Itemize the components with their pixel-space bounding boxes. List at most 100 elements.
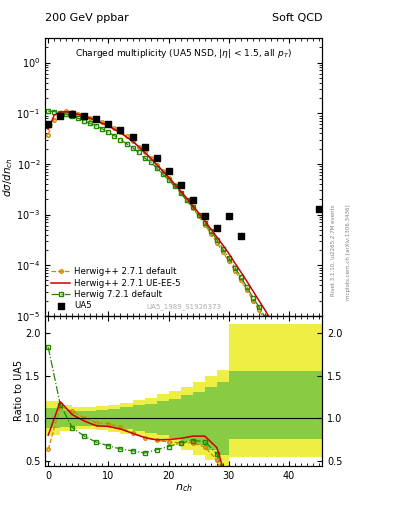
Herwig++ 2.7.1 default: [269, 327, 274, 333]
Herwig 7.2.1 default: [76, 115, 81, 121]
Herwig++ 2.7.1 default: [220, 249, 225, 255]
Herwig++ 2.7.1 default: [263, 317, 267, 324]
Herwig++ 2.7.1 UE-EE-5: [251, 288, 255, 294]
Herwig++ 2.7.1 UE-EE-5: [100, 120, 105, 126]
UA5: [178, 181, 184, 189]
Herwig++ 2.7.1 UE-EE-5: [178, 188, 183, 194]
Herwig 7.2.1 default: [88, 120, 93, 126]
Line: Herwig++ 2.7.1 default: Herwig++ 2.7.1 default: [46, 110, 291, 365]
Text: UA5_1989_S1926373: UA5_1989_S1926373: [146, 304, 221, 310]
Herwig++ 2.7.1 UE-EE-5: [190, 203, 195, 209]
UA5: [154, 154, 160, 162]
Herwig++ 2.7.1 default: [142, 149, 147, 155]
Herwig++ 2.7.1 default: [100, 119, 105, 125]
Herwig++ 2.7.1 UE-EE-5: [220, 242, 225, 248]
UA5: [93, 115, 99, 123]
Herwig++ 2.7.1 UE-EE-5: [196, 210, 201, 216]
UA5: [118, 126, 124, 134]
Herwig 7.2.1 default: [244, 284, 249, 290]
Text: Soft QCD: Soft QCD: [272, 13, 322, 23]
Herwig 7.2.1 default: [160, 171, 165, 177]
X-axis label: $n_{ch}$: $n_{ch}$: [175, 482, 193, 494]
UA5: [202, 211, 208, 220]
Herwig 7.2.1 default: [100, 126, 105, 132]
Herwig 7.2.1 default: [148, 159, 153, 165]
Herwig++ 2.7.1 default: [94, 117, 99, 123]
Herwig++ 2.7.1 default: [244, 287, 249, 293]
Herwig 7.2.1 default: [287, 356, 292, 362]
Herwig 7.2.1 default: [251, 294, 255, 301]
Herwig++ 2.7.1 UE-EE-5: [136, 143, 141, 150]
Herwig++ 2.7.1 default: [136, 143, 141, 150]
Herwig++ 2.7.1 UE-EE-5: [269, 317, 274, 323]
Herwig++ 2.7.1 default: [239, 278, 243, 284]
Herwig++ 2.7.1 UE-EE-5: [118, 130, 123, 136]
Y-axis label: $d\sigma/dn_{ch}$: $d\sigma/dn_{ch}$: [1, 157, 15, 197]
Herwig 7.2.1 default: [263, 314, 267, 321]
Herwig++ 2.7.1 UE-EE-5: [226, 250, 231, 257]
Herwig 7.2.1 default: [215, 237, 219, 243]
UA5: [57, 112, 63, 120]
Herwig 7.2.1 default: [269, 325, 274, 331]
Herwig 7.2.1 default: [281, 345, 285, 351]
Herwig++ 2.7.1 UE-EE-5: [88, 115, 93, 121]
Herwig 7.2.1 default: [94, 123, 99, 129]
UA5: [129, 133, 136, 141]
Herwig++ 2.7.1 UE-EE-5: [148, 155, 153, 161]
Herwig 7.2.1 default: [64, 111, 69, 117]
Herwig++ 2.7.1 default: [251, 297, 255, 304]
Herwig++ 2.7.1 UE-EE-5: [244, 279, 249, 285]
Herwig 7.2.1 default: [46, 108, 51, 114]
Herwig++ 2.7.1 default: [275, 338, 279, 344]
Text: mcplots.cern.ch [arXiv:1306.3436]: mcplots.cern.ch [arXiv:1306.3436]: [346, 205, 351, 301]
Herwig++ 2.7.1 default: [70, 109, 75, 115]
Herwig++ 2.7.1 UE-EE-5: [76, 111, 81, 117]
Herwig++ 2.7.1 UE-EE-5: [94, 118, 99, 124]
Herwig++ 2.7.1 default: [184, 198, 189, 204]
Herwig++ 2.7.1 default: [124, 133, 129, 139]
Herwig 7.2.1 default: [233, 265, 237, 271]
Herwig 7.2.1 default: [142, 155, 147, 161]
Herwig++ 2.7.1 UE-EE-5: [287, 346, 292, 352]
Herwig 7.2.1 default: [82, 118, 87, 124]
Text: 200 GeV ppbar: 200 GeV ppbar: [45, 13, 129, 23]
Herwig 7.2.1 default: [257, 304, 261, 310]
UA5: [141, 142, 148, 151]
Herwig++ 2.7.1 default: [76, 111, 81, 117]
Herwig++ 2.7.1 UE-EE-5: [184, 195, 189, 201]
UA5: [214, 224, 220, 232]
Line: Herwig 7.2.1 default: Herwig 7.2.1 default: [46, 110, 291, 361]
Herwig++ 2.7.1 UE-EE-5: [239, 269, 243, 275]
Herwig++ 2.7.1 UE-EE-5: [70, 110, 75, 116]
Herwig++ 2.7.1 default: [178, 189, 183, 196]
Herwig++ 2.7.1 default: [166, 175, 171, 181]
Herwig++ 2.7.1 default: [196, 213, 201, 219]
Herwig++ 2.7.1 default: [173, 182, 177, 188]
Herwig++ 2.7.1 UE-EE-5: [52, 112, 57, 118]
Line: Herwig++ 2.7.1 UE-EE-5: Herwig++ 2.7.1 UE-EE-5: [48, 112, 289, 349]
Herwig 7.2.1 default: [124, 141, 129, 147]
Text: Rivet 3.1.10, \u2265 2.7M events: Rivet 3.1.10, \u2265 2.7M events: [330, 205, 335, 296]
Herwig 7.2.1 default: [136, 149, 141, 155]
Herwig 7.2.1 default: [239, 274, 243, 280]
Herwig++ 2.7.1 default: [215, 240, 219, 246]
Herwig++ 2.7.1 UE-EE-5: [112, 126, 117, 133]
Herwig++ 2.7.1 UE-EE-5: [46, 126, 51, 133]
UA5: [69, 110, 75, 118]
Herwig++ 2.7.1 default: [154, 162, 159, 168]
Herwig++ 2.7.1 UE-EE-5: [208, 226, 213, 232]
UA5: [238, 232, 244, 240]
UA5: [316, 205, 322, 213]
Herwig++ 2.7.1 UE-EE-5: [257, 297, 261, 304]
Herwig++ 2.7.1 UE-EE-5: [142, 149, 147, 155]
Herwig++ 2.7.1 UE-EE-5: [233, 260, 237, 266]
Herwig++ 2.7.1 UE-EE-5: [130, 138, 135, 144]
UA5: [165, 167, 172, 175]
Herwig++ 2.7.1 default: [52, 117, 57, 123]
Herwig++ 2.7.1 default: [64, 108, 69, 114]
Herwig++ 2.7.1 default: [190, 205, 195, 211]
Herwig++ 2.7.1 UE-EE-5: [281, 336, 285, 343]
Herwig++ 2.7.1 UE-EE-5: [64, 109, 69, 115]
Herwig 7.2.1 default: [106, 129, 111, 135]
Herwig++ 2.7.1 UE-EE-5: [215, 234, 219, 240]
